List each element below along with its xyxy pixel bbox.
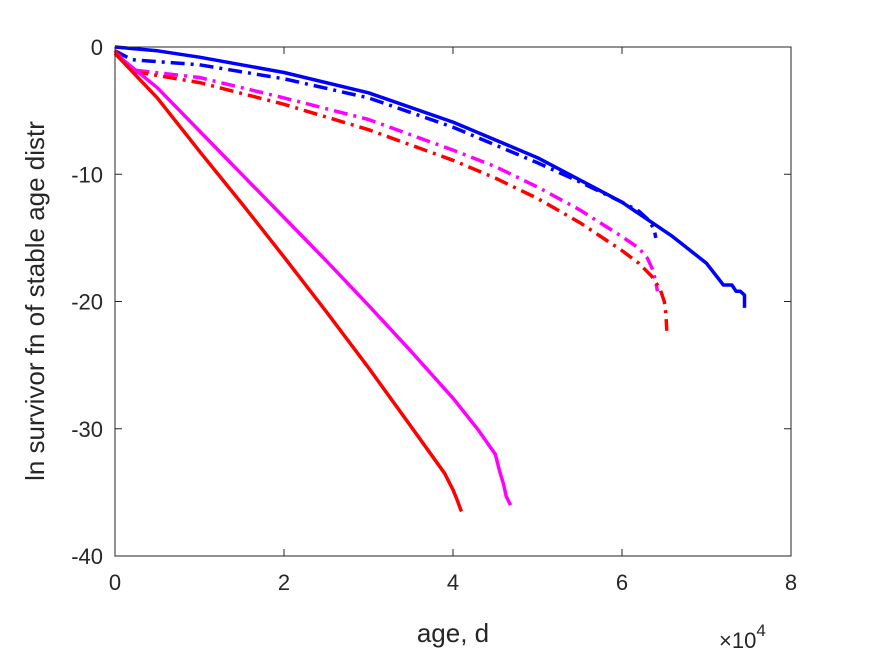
y-tick-label: 0 (91, 35, 103, 60)
y-tick-label: -10 (71, 162, 103, 187)
series-line-6 (113, 52, 464, 513)
series-line-1 (114, 45, 747, 308)
y-tick-label: -40 (71, 544, 103, 569)
series-line-5 (113, 52, 513, 506)
x-tick-label: 0 (109, 570, 121, 595)
x-tick-label: 6 (616, 570, 628, 595)
series-line-2 (114, 49, 658, 239)
x-axis-exponent: ×104 (719, 621, 766, 653)
x-tick-label: 2 (278, 570, 290, 595)
x-tick-label: 4 (447, 570, 459, 595)
y-tick-label: -20 (71, 290, 103, 315)
series-line-3 (113, 49, 660, 292)
y-tick-label: -30 (71, 417, 103, 442)
tick-layer (114, 46, 792, 557)
x-axis-exponent-power: 4 (756, 621, 765, 640)
x-axis-exponent-base: ×10 (719, 628, 756, 653)
series-layer (113, 45, 747, 513)
series-line-4 (113, 49, 669, 331)
y-axis-label: ln survivor fn of stable age distr (20, 121, 50, 481)
x-axis-label: age, d (417, 618, 489, 648)
tick-label-layer: 0 2 4 6 8 0 -10 -20 -30 -40 (71, 35, 797, 595)
x-tick-label: 8 (785, 570, 797, 595)
